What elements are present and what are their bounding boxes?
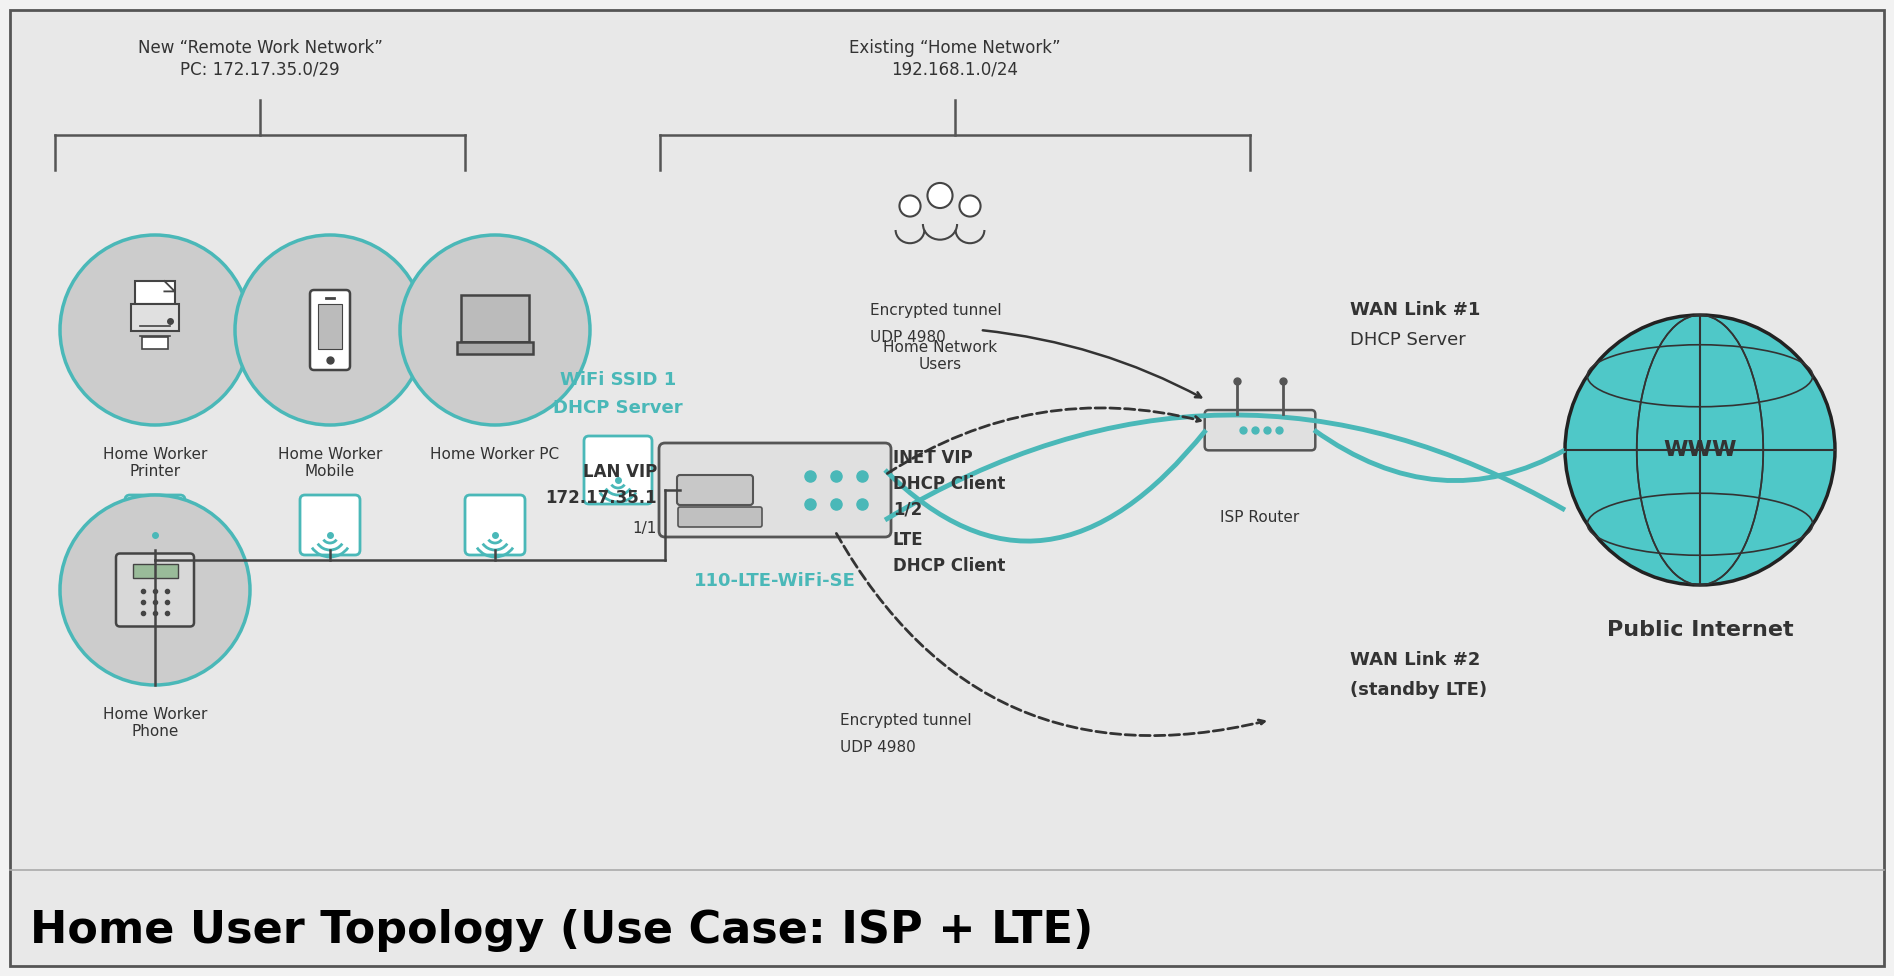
Text: New “Remote Work Network”: New “Remote Work Network”	[138, 39, 383, 57]
Circle shape	[1564, 315, 1835, 585]
FancyBboxPatch shape	[462, 295, 528, 342]
Text: UDP 4980: UDP 4980	[869, 331, 945, 346]
Text: Encrypted tunnel: Encrypted tunnel	[841, 712, 972, 727]
FancyBboxPatch shape	[456, 342, 532, 354]
Text: WiFi SSID 1: WiFi SSID 1	[561, 371, 676, 389]
Circle shape	[400, 235, 591, 425]
Circle shape	[61, 235, 250, 425]
Circle shape	[900, 195, 920, 217]
Text: Home Worker
Printer: Home Worker Printer	[102, 447, 206, 479]
Circle shape	[928, 183, 953, 208]
Text: UDP 4980: UDP 4980	[841, 741, 917, 755]
FancyBboxPatch shape	[678, 507, 761, 527]
Text: 110-LTE-WiFi-SE: 110-LTE-WiFi-SE	[693, 572, 856, 590]
Text: WWW: WWW	[1663, 440, 1737, 460]
Text: LTE: LTE	[892, 531, 924, 549]
Text: INET VIP: INET VIP	[892, 449, 974, 467]
Circle shape	[235, 235, 424, 425]
FancyBboxPatch shape	[131, 305, 178, 332]
Text: Home Worker PC: Home Worker PC	[430, 447, 559, 462]
FancyBboxPatch shape	[676, 475, 754, 505]
Circle shape	[960, 195, 981, 217]
FancyBboxPatch shape	[1205, 410, 1314, 450]
FancyBboxPatch shape	[299, 495, 360, 555]
FancyBboxPatch shape	[659, 443, 890, 537]
Text: ISP Router: ISP Router	[1220, 510, 1299, 525]
Text: 192.168.1.0/24: 192.168.1.0/24	[892, 61, 1019, 79]
FancyBboxPatch shape	[142, 337, 169, 348]
Text: Existing “Home Network”: Existing “Home Network”	[849, 39, 1061, 57]
FancyBboxPatch shape	[318, 304, 343, 349]
Text: WAN Link #1: WAN Link #1	[1350, 301, 1481, 319]
FancyBboxPatch shape	[466, 495, 525, 555]
Text: Public Internet: Public Internet	[1606, 620, 1794, 640]
FancyBboxPatch shape	[134, 281, 174, 305]
Text: 1/2: 1/2	[892, 501, 922, 519]
FancyBboxPatch shape	[583, 436, 652, 504]
FancyBboxPatch shape	[133, 564, 178, 578]
Text: (standby LTE): (standby LTE)	[1350, 681, 1487, 699]
Text: Home Worker
Phone: Home Worker Phone	[102, 707, 206, 740]
FancyBboxPatch shape	[125, 495, 186, 555]
Text: DHCP Server: DHCP Server	[553, 399, 684, 417]
Text: 172.17.35.1: 172.17.35.1	[545, 489, 657, 507]
Text: LAN VIP: LAN VIP	[583, 463, 657, 481]
Circle shape	[61, 495, 250, 685]
FancyBboxPatch shape	[9, 10, 1885, 966]
Text: Home Worker
Mobile: Home Worker Mobile	[278, 447, 383, 479]
FancyBboxPatch shape	[116, 553, 193, 627]
Text: 1/1: 1/1	[633, 520, 657, 536]
FancyBboxPatch shape	[311, 290, 350, 370]
Text: DHCP Client: DHCP Client	[892, 557, 1006, 575]
Text: Home User Topology (Use Case: ISP + LTE): Home User Topology (Use Case: ISP + LTE)	[30, 909, 1093, 952]
Text: Home Network
Users: Home Network Users	[883, 340, 996, 373]
Text: PC: 172.17.35.0/29: PC: 172.17.35.0/29	[180, 61, 339, 79]
Text: DHCP Server: DHCP Server	[1350, 331, 1466, 349]
Text: Encrypted tunnel: Encrypted tunnel	[869, 303, 1002, 317]
Text: WAN Link #2: WAN Link #2	[1350, 651, 1481, 669]
Text: DHCP Client: DHCP Client	[892, 475, 1006, 493]
